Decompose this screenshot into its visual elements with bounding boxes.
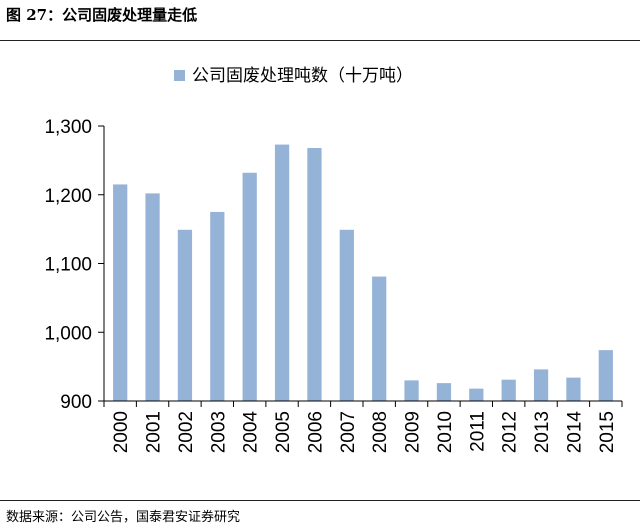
legend-label: 公司固废处理吨数（十万吨） — [192, 66, 413, 86]
x-tick-label: 2005 — [273, 411, 294, 453]
top-rule — [0, 40, 640, 41]
bar-2011 — [469, 388, 484, 401]
x-axis: 2000 2001 2002 2003 2004 2005 2006 2007 2008 2009… — [103, 400, 623, 454]
y-tick-label: 1,200 — [44, 186, 92, 207]
bars — [113, 144, 613, 401]
bar-2014 — [566, 377, 581, 401]
x-tick-label: 2014 — [564, 411, 585, 454]
bar-2004 — [242, 172, 257, 401]
bar-2000 — [113, 184, 128, 401]
x-tick-label: 2012 — [500, 411, 521, 453]
x-tick-label: 2003 — [208, 411, 229, 453]
x-tick-label: 2000 — [111, 411, 132, 453]
bar-2008 — [372, 276, 387, 401]
bar-2003 — [210, 211, 225, 401]
y-tick-label: 1,300 — [44, 117, 92, 138]
y-axis: 900 1,000 1,100 1,200 1,300 — [44, 117, 105, 413]
y-tick-label: 900 — [60, 392, 92, 413]
legend-swatch — [174, 70, 185, 81]
bar-2006 — [307, 148, 322, 401]
bottom-rule — [0, 500, 640, 501]
x-tick-label: 2015 — [597, 411, 618, 453]
x-tick-label: 2004 — [241, 411, 262, 454]
x-tick-label: 2010 — [435, 411, 456, 453]
bar-2013 — [533, 369, 549, 401]
bar-2012 — [501, 379, 516, 401]
x-tick-label: 2002 — [176, 411, 197, 453]
x-tick-label: 2009 — [403, 411, 424, 453]
bar-chart: 公司固废处理吨数（十万吨） 900 1,000 1,100 1,200 1,300 20… — [44, 66, 623, 454]
x-tick-label: 2011 — [467, 411, 488, 452]
bar-2005 — [274, 144, 290, 401]
x-tick-label: 2001 — [144, 411, 165, 453]
y-tick-label: 1,100 — [44, 255, 92, 276]
legend: 公司固废处理吨数（十万吨） — [174, 66, 413, 86]
x-tick-label: 2006 — [305, 411, 326, 453]
bar-2009 — [404, 380, 419, 401]
bar-2002 — [177, 229, 193, 401]
source-note: 数据来源：公司公告，国泰君安证券研究 — [6, 510, 241, 525]
x-tick-label: 2008 — [370, 411, 391, 453]
bar-2007 — [339, 229, 354, 401]
x-tick-label: 2007 — [338, 411, 359, 453]
bar-2010 — [436, 383, 452, 401]
bar-2001 — [145, 193, 160, 401]
bar-2015 — [598, 350, 613, 401]
x-tick-label: 2013 — [532, 411, 553, 453]
y-tick-label: 1,000 — [44, 323, 92, 344]
figure-title: 图 27：公司固废处理量走低 — [6, 6, 198, 24]
